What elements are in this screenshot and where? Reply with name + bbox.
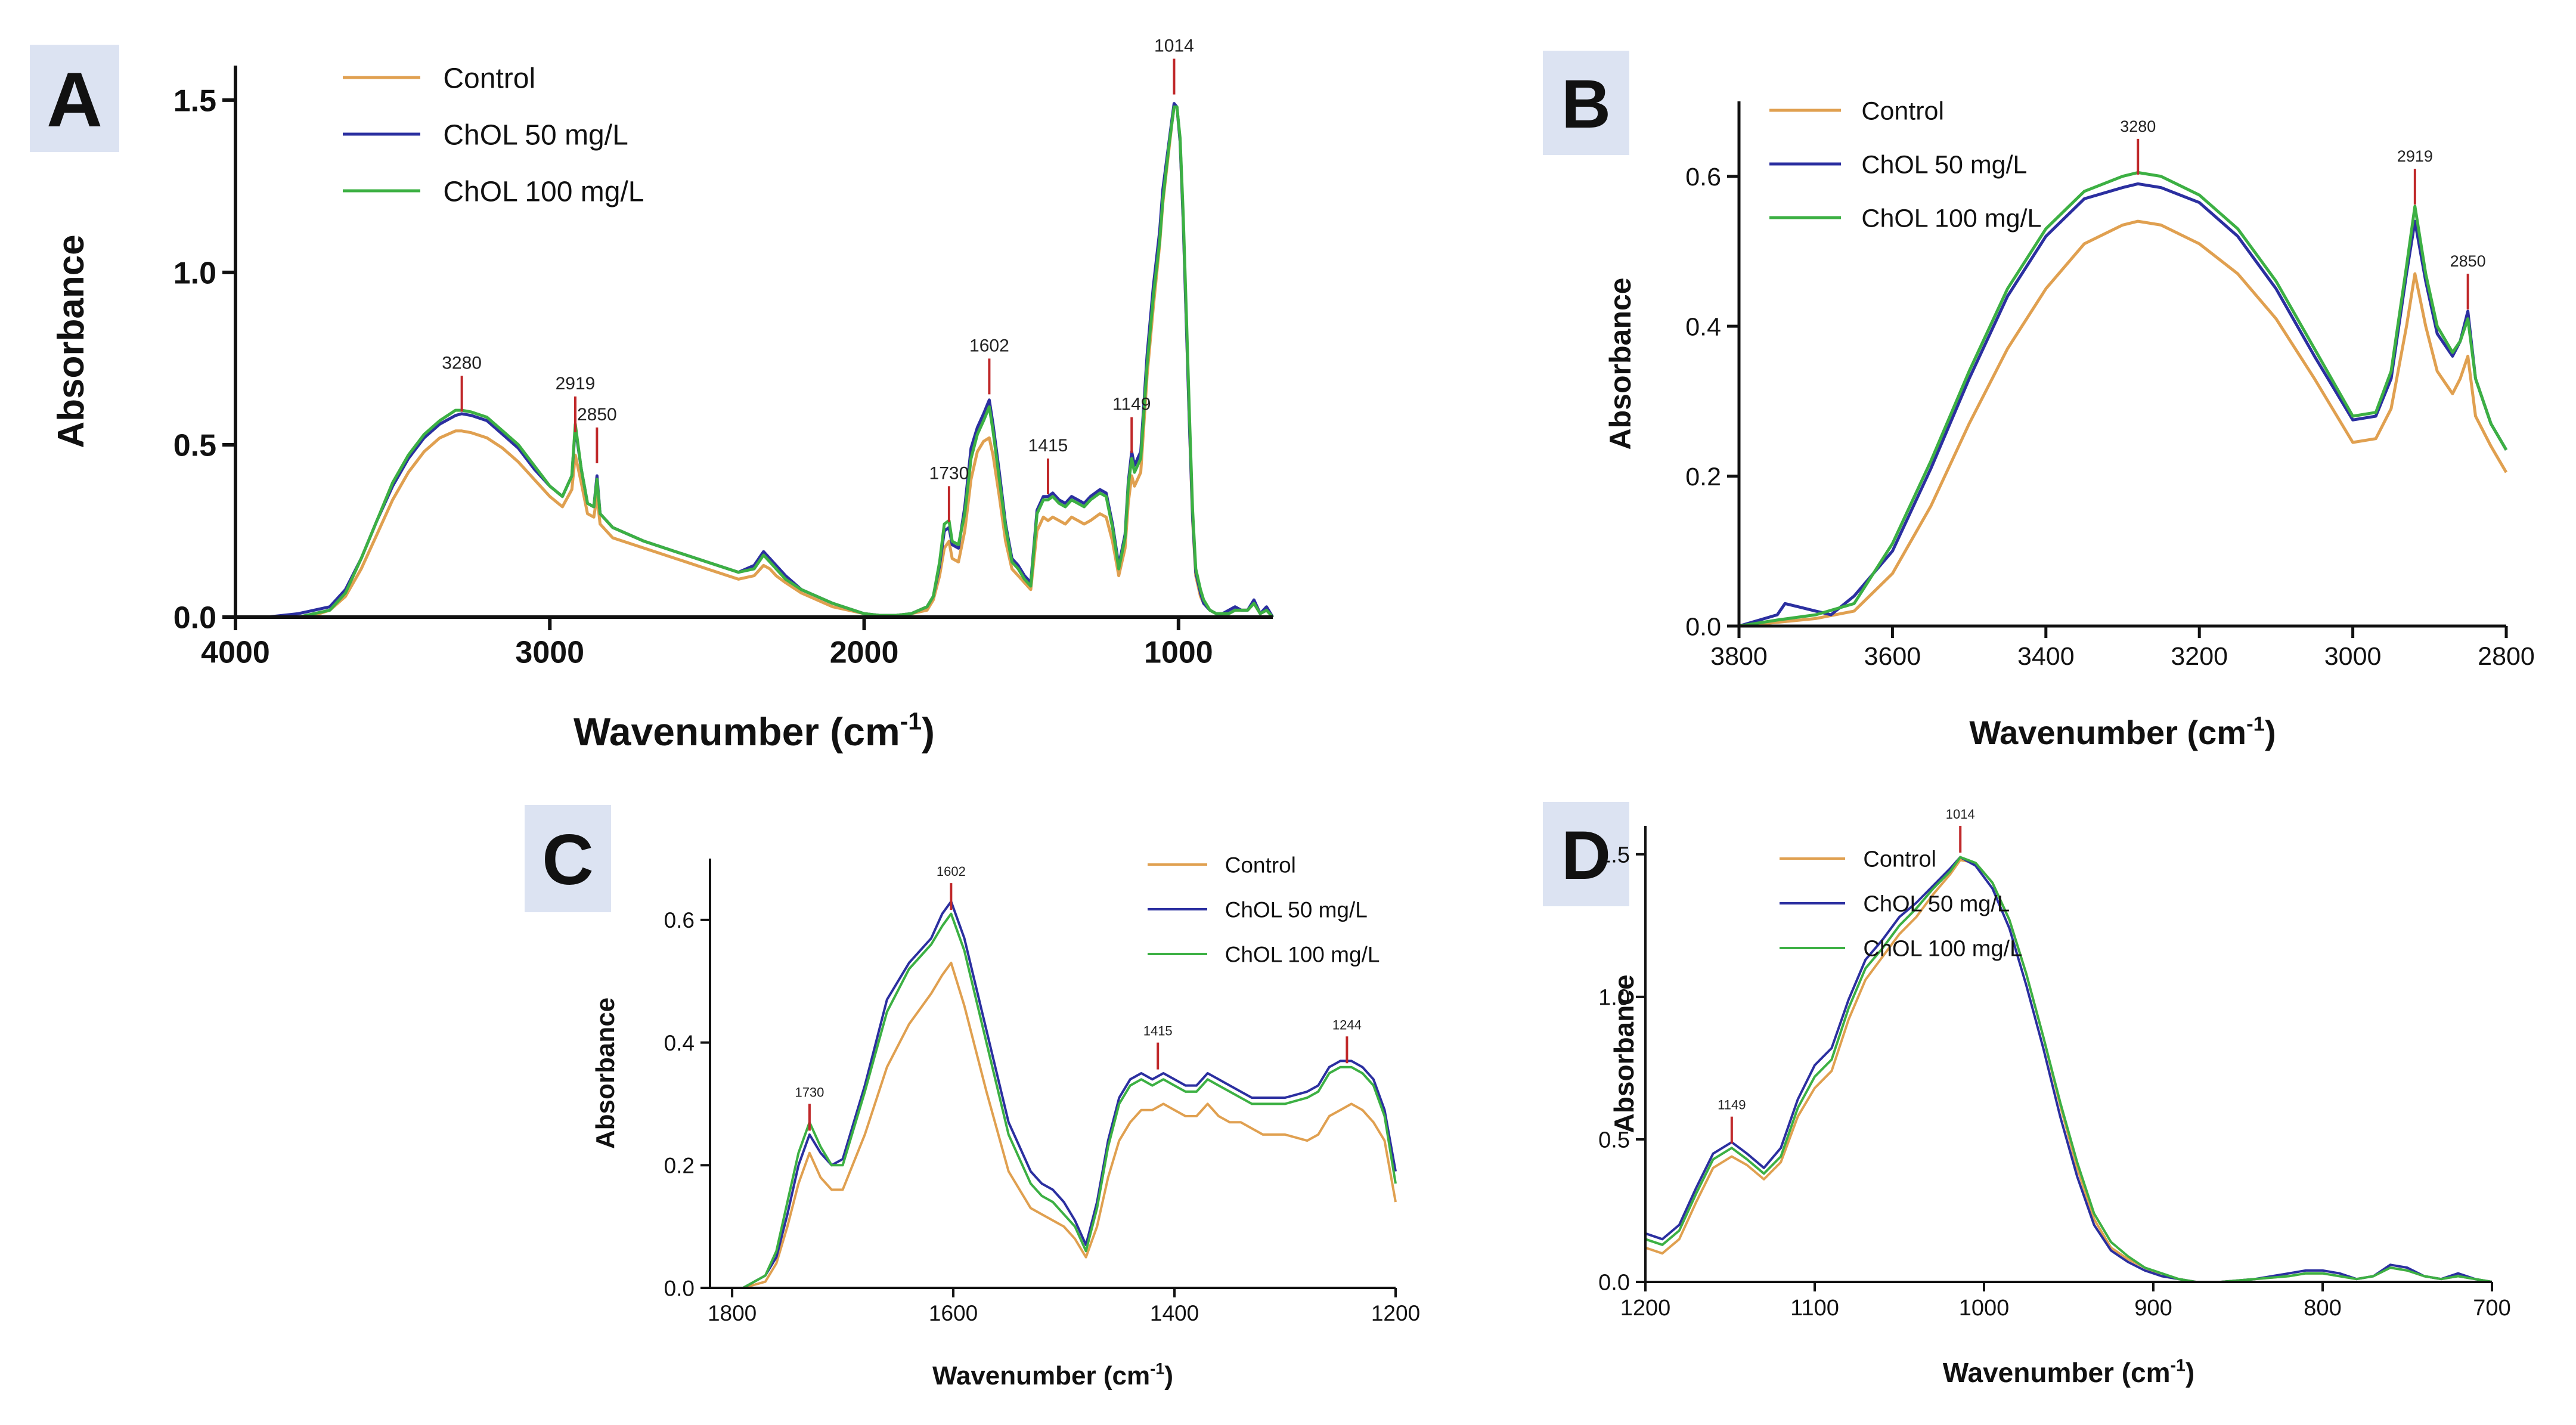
x-tick-label: 1200	[1371, 1301, 1420, 1325]
legend-label: ChOL 100 mg/L	[443, 176, 644, 207]
y-tick-label: 0.2	[1685, 463, 1721, 491]
y-tick-label: 0.5	[1598, 1128, 1630, 1153]
peak-label: 1415	[1143, 1024, 1173, 1039]
x-tick-label: 3000	[2324, 642, 2382, 671]
y-tick-label: 0.2	[664, 1154, 695, 1178]
y-axis-label: Absorbance	[1604, 278, 1637, 450]
x-axis-label: Wavenumber (cm-1)	[574, 708, 935, 754]
panel-d: D 1149 1014 1200 1100 1000 900 800 700 0.0 0.5 1.0 1…	[1543, 802, 2511, 1388]
y-axis-label: Absorbance	[1608, 975, 1639, 1133]
y-axis-label: Absorbance	[591, 998, 620, 1149]
peak-label: 3280	[2120, 117, 2156, 135]
legend-label: ChOL 100 mg/L	[1863, 937, 2022, 962]
x-tick-label: 700	[2473, 1296, 2510, 1321]
peak-label: 2850	[2450, 252, 2486, 270]
panel-badge	[1543, 51, 1629, 155]
series-line-control	[235, 105, 1274, 619]
peak-label: 1730	[795, 1085, 824, 1099]
x-axis-label: Wavenumber (cm-1)	[1943, 1356, 2194, 1388]
x-tick-label: 800	[2304, 1296, 2341, 1321]
legend-label: ChOL 100 mg/L	[1225, 942, 1380, 966]
x-tick-label: 3000	[515, 636, 584, 670]
peak-label: 1149	[1112, 395, 1151, 414]
panel-letter: B	[1561, 66, 1611, 142]
peak-label: 1602	[937, 864, 966, 879]
x-tick-label: 1100	[1790, 1296, 1839, 1321]
series-line-chol100	[710, 912, 1397, 1289]
series-line-chol50	[235, 102, 1275, 619]
series-line-chol50	[1645, 856, 2493, 1283]
panel-b: B 3280 2919 2850 3800 3600 3400 3200 3000 2800 0.0…	[1543, 51, 2535, 751]
legend-label: ChOL 50 mg/L	[1861, 150, 2027, 179]
panel-c: C 1730 1602 1415 1244 1800 1600 1400 1200 0.0 0.2 0…	[525, 805, 1420, 1390]
x-tick-label: 3200	[2171, 642, 2228, 671]
peak-label: 1014	[1154, 36, 1194, 55]
x-tick-label: 1600	[929, 1301, 978, 1325]
x-tick-label: 3800	[1710, 642, 1768, 671]
panel-badge	[30, 45, 119, 152]
peak-label: 1602	[969, 336, 1009, 355]
x-axis-label: Wavenumber (cm-1)	[932, 1359, 1173, 1390]
legend-label: Control	[1861, 97, 1944, 125]
x-axis-label: Wavenumber (cm-1)	[1969, 713, 2276, 751]
x-tick-label: 1400	[1150, 1301, 1199, 1325]
y-tick-label: 0.4	[664, 1031, 695, 1055]
y-tick-label: 0.0	[1598, 1271, 1630, 1296]
y-tick-label: 0.4	[1685, 313, 1721, 342]
y-tick-label: 1.0	[173, 256, 216, 291]
x-tick-label: 900	[2134, 1296, 2172, 1321]
y-tick-label: 0.6	[664, 908, 695, 933]
y-tick-label: 1.0	[1598, 986, 1630, 1011]
peak-label: 1415	[1028, 436, 1068, 456]
y-tick-label: 1.5	[1598, 842, 1630, 868]
y-tick-label: 0.6	[1685, 163, 1721, 191]
x-tick-label: 4000	[201, 636, 270, 670]
x-tick-label: 1200	[1620, 1296, 1671, 1321]
x-tick-label: 1800	[708, 1301, 757, 1325]
series-line-control	[1738, 219, 2508, 628]
y-tick-label: 0.5	[173, 429, 216, 463]
peak-label: 1149	[1718, 1098, 1746, 1113]
x-tick-label: 3400	[2017, 642, 2075, 671]
series-line-control	[710, 961, 1397, 1289]
x-tick-label: 2000	[830, 636, 899, 670]
y-tick-label: 0.0	[173, 601, 216, 636]
peak-label: 2850	[577, 405, 617, 425]
peak-label: 2919	[2397, 147, 2433, 165]
legend-label: ChOL 100 mg/L	[1861, 204, 2041, 233]
panel-badge	[1543, 802, 1629, 906]
series-line-chol100	[1738, 171, 2508, 628]
y-tick-label: 0.0	[664, 1276, 695, 1300]
panel-letter: A	[47, 56, 103, 143]
peak-label: 1014	[1946, 807, 1975, 822]
peak-label: 3280	[442, 353, 482, 373]
y-axis-label: Absorbance	[51, 234, 92, 448]
x-tick-label: 1000	[1959, 1296, 2010, 1321]
series-line-chol100	[235, 105, 1274, 619]
x-tick-label: 1000	[1144, 636, 1213, 670]
peak-label: 2919	[556, 374, 596, 394]
legend-label: ChOL 50 mg/L	[443, 119, 628, 151]
legend-label: ChOL 50 mg/L	[1225, 897, 1368, 922]
legend-label: Control	[1863, 847, 1936, 872]
y-tick-label: 1.5	[173, 84, 216, 119]
x-tick-label: 2800	[2478, 642, 2535, 671]
legend-label: ChOL 50 mg/L	[1863, 892, 2010, 917]
panel-badge	[525, 805, 611, 912]
panel-letter: D	[1561, 817, 1611, 894]
legend-label: Control	[1225, 853, 1296, 877]
series-line-control	[1645, 859, 2493, 1283]
peak-label: 1244	[1332, 1017, 1362, 1032]
panel-letter: C	[542, 820, 594, 900]
series-line-chol100	[1645, 856, 2493, 1283]
panel-a: A 3280 2919 2850 1730 1602 1415 1149 1014 4000 300…	[30, 36, 1275, 754]
legend-label: Control	[443, 63, 535, 94]
peak-label: 1730	[929, 463, 969, 483]
y-tick-label: 0.0	[1685, 612, 1721, 641]
x-tick-label: 3600	[1864, 642, 1921, 671]
